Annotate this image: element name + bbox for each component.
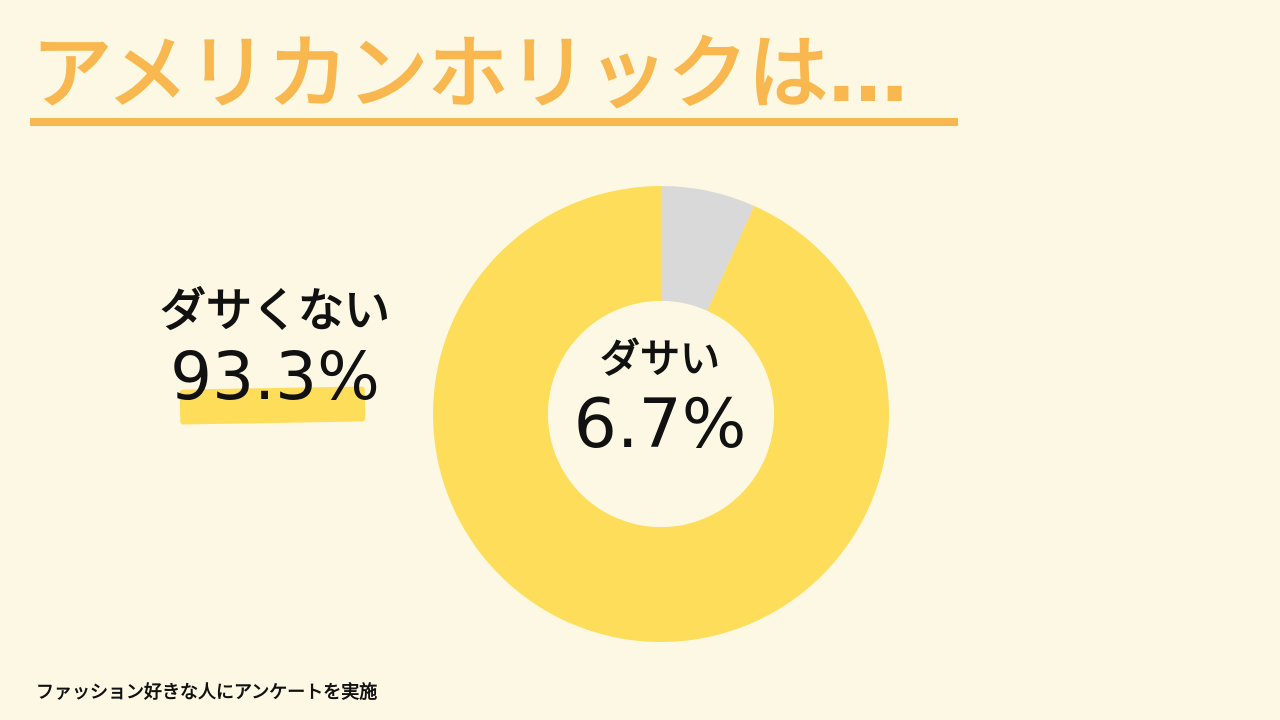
not-lame-label-block: ダサくない 93.3% [150, 282, 400, 416]
survey-footnote: ファッション好きな人にアンケートを実施 [36, 682, 378, 703]
donut-hole [548, 301, 774, 527]
slice-not-lame [433, 186, 890, 642]
lame-value: 6.7% [573, 385, 747, 464]
lame-label: ダサい [600, 336, 720, 382]
not-lame-label: ダサくない [160, 283, 390, 337]
lame-label-block: ダサい 6.7% [540, 334, 780, 466]
title-underline [30, 118, 958, 126]
not-lame-value: 93.3% [170, 338, 380, 415]
slice-lame [661, 186, 755, 311]
donut-slices [433, 186, 890, 642]
page-title: アメリカンホリックは… [32, 27, 908, 120]
